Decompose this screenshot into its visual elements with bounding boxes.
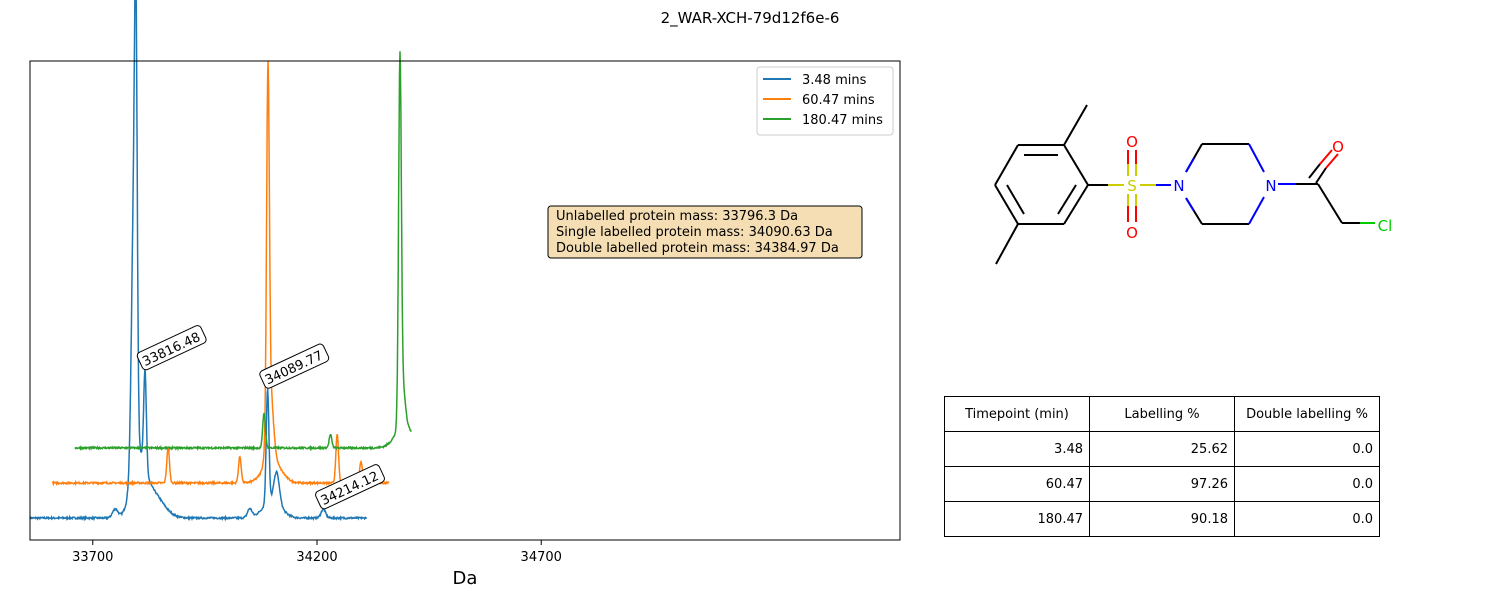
table-row: 60.47 97.26 0.0 — [944, 466, 1380, 502]
table-cell: 0.0 — [1234, 431, 1380, 467]
mass-box-bg — [547, 205, 863, 259]
annotation-box — [136, 325, 207, 371]
table-cell: 3.48 — [944, 431, 1090, 467]
atom-label-oxygen: O — [1126, 224, 1138, 242]
table-cell: 0.0 — [1234, 466, 1380, 502]
mass-box-line: Double labelled protein mass: 34384.97 D… — [556, 241, 839, 256]
table-cell: 25.62 — [1089, 431, 1235, 467]
mass-box-line: Unlabelled protein mass: 33796.3 Da — [556, 209, 798, 224]
annotation-box — [259, 343, 330, 389]
peak-annotation: 33816.48 — [136, 325, 207, 371]
table-header-row: Timepoint (min) Labelling % Double label… — [944, 396, 1380, 432]
atom-label-chlorine: Cl — [1378, 217, 1393, 235]
x-axis-label: Da — [453, 568, 478, 589]
labelling-table: Timepoint (min) Labelling % Double label… — [944, 396, 1380, 537]
table-row: 3.48 25.62 0.0 — [944, 431, 1380, 467]
atom-label-oxygen: O — [1126, 133, 1138, 151]
x-tick-label: 33700 — [72, 550, 113, 565]
atom-label-oxygen: O — [1332, 138, 1344, 156]
mass-box-line: Single labelled protein mass: 34090.63 D… — [556, 225, 833, 240]
series-line — [29, 0, 367, 522]
x-tick-label: 34700 — [521, 550, 562, 565]
figure-title: 2_WAR-XCH-79d12f6e-6 — [660, 9, 840, 27]
plot-frame — [29, 60, 901, 541]
legend-entry: 3.48 mins — [802, 73, 867, 88]
atom-label-nitrogen: N — [1173, 177, 1184, 195]
atom-label-nitrogen: N — [1265, 177, 1276, 195]
legend-entry: 180.47 mins — [802, 113, 883, 128]
column-header: Double labelling % — [1234, 396, 1380, 432]
column-header: Labelling % — [1089, 396, 1235, 432]
x-axis-ticks: 33700 34200 34700 — [72, 540, 562, 565]
series-lines — [29, 0, 412, 522]
table-row: 180.47 90.18 0.0 — [944, 501, 1380, 537]
table-cell: 97.26 — [1089, 466, 1235, 502]
molecule-structure: S O O N N O Cl — [994, 104, 1393, 265]
annotation-box — [315, 464, 385, 510]
x-tick-label: 34200 — [296, 550, 337, 565]
column-header: Timepoint (min) — [944, 396, 1090, 432]
mass-info-box: Unlabelled protein mass: 33796.3 Da Sing… — [547, 205, 863, 259]
table-cell: 180.47 — [944, 501, 1090, 537]
peak-annotation: 34214.12 — [315, 464, 385, 510]
series-line — [51, 61, 390, 487]
legend-entry: 60.47 mins — [802, 93, 875, 108]
table-cell: 60.47 — [944, 466, 1090, 502]
table-cell: 90.18 — [1089, 501, 1235, 537]
series-line — [74, 51, 412, 452]
peak-annotation: 34089.77 — [259, 343, 330, 389]
atom-label-sulfur: S — [1127, 177, 1137, 195]
table-cell: 0.0 — [1234, 501, 1380, 537]
legend: 3.48 mins 60.47 mins 180.47 mins — [756, 66, 894, 136]
